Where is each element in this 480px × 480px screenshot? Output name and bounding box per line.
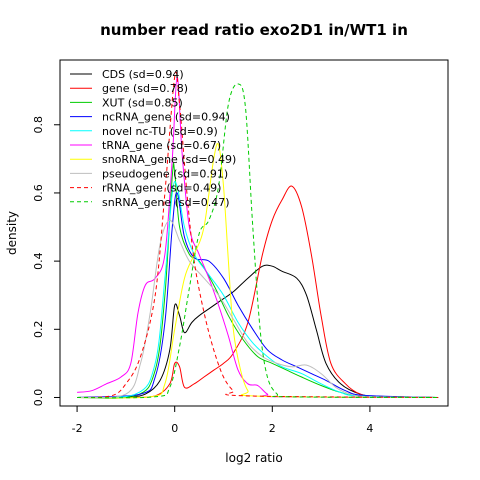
x-tick-label: -2 [72, 422, 83, 435]
legend-entry: CDS (sd=0.94) [102, 68, 184, 81]
series-line-0 [77, 264, 439, 398]
series-line-3 [77, 192, 439, 398]
series-line-7 [77, 219, 439, 399]
y-tick-label: 0.4 [32, 252, 45, 270]
x-axis: -2 0 2 4 [72, 405, 373, 435]
series-line-9 [77, 83, 439, 399]
legend-entry: snRNA_gene (sd=0.47) [102, 196, 230, 209]
legend-entry: snoRNA_gene (sd=0.49) [102, 153, 236, 166]
series-line-4 [77, 181, 439, 399]
x-tick-label: 0 [171, 422, 178, 435]
y-tick-label: 0.8 [32, 116, 45, 133]
legend-entry: tRNA_gene (sd=0.67) [102, 139, 221, 152]
x-tick-label: 2 [269, 422, 276, 435]
chart-title: number read ratio exo2D1 in/WT1 in [100, 21, 408, 39]
legend-entry: novel nc-TU (sd=0.9) [102, 125, 218, 138]
legend-entry: gene (sd=0.78) [102, 82, 188, 95]
series-layer [77, 71, 439, 399]
legend: CDS (sd=0.94)gene (sd=0.78)XUT (sd=0.85)… [70, 68, 236, 209]
legend-entry: XUT (sd=0.85) [102, 96, 183, 109]
y-tick-label: 0.0 [32, 389, 45, 407]
legend-entry: ncRNA_gene (sd=0.94) [102, 111, 230, 124]
legend-entry: pseudogene (sd=0.91) [102, 167, 228, 180]
y-axis: 0.0 0.2 0.4 0.6 0.8 [32, 116, 61, 407]
series-line-1 [77, 185, 439, 399]
series-line-8 [77, 71, 439, 398]
x-axis-label: log2 ratio [225, 451, 282, 465]
series-line-5 [77, 76, 439, 398]
y-tick-label: 0.2 [32, 321, 45, 339]
y-tick-label: 0.6 [32, 184, 45, 202]
x-tick-label: 4 [366, 422, 373, 435]
legend-entry: rRNA_gene (sd=0.49) [102, 182, 221, 195]
series-line-6 [77, 143, 439, 399]
y-axis-label: density [5, 211, 19, 255]
